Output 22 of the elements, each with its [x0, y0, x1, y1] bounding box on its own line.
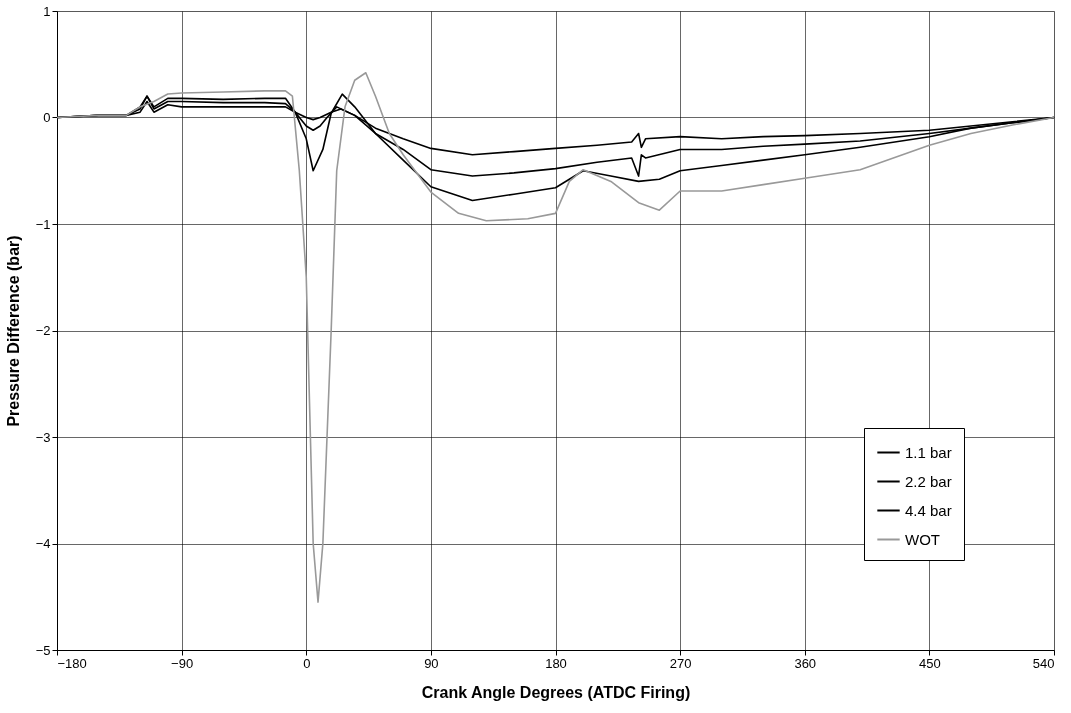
y-tick-label: 1 — [43, 3, 51, 19]
x-tick-label: 90 — [424, 655, 439, 671]
x-tick-label: 0 — [303, 655, 311, 671]
legend-label: 1.1 bar — [905, 443, 952, 461]
x-tick-label: 360 — [794, 655, 817, 671]
legend-label: 2.2 bar — [905, 472, 952, 490]
x-tick-label: −90 — [171, 655, 194, 671]
x-axis-title: Crank Angle Degrees (ATDC Firing) — [421, 683, 691, 701]
x-tick-label: 450 — [919, 655, 941, 671]
x-tick-label: 540 — [1032, 655, 1055, 671]
y-tick-label: −5 — [35, 642, 51, 658]
y-tick-label: 0 — [43, 110, 51, 125]
y-tick-label: −1 — [35, 216, 51, 232]
legend-label: 4.4 bar — [905, 501, 952, 519]
x-tick-label: 270 — [669, 655, 692, 671]
y-tick-label: −4 — [35, 536, 51, 551]
y-axis-title: Pressure Difference (bar) — [4, 235, 22, 427]
legend-label: WOT — [905, 530, 940, 548]
y-tick-label: −2 — [35, 323, 51, 338]
y-tick-label: −3 — [35, 429, 51, 445]
x-tick-label: −180 — [57, 655, 87, 671]
x-tick-label: 180 — [545, 655, 567, 671]
